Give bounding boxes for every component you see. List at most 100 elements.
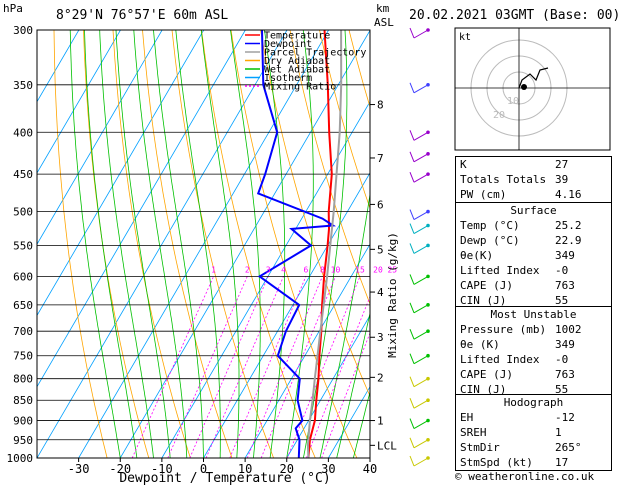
mixing-ratio-label: 15 [355,265,365,274]
wind-barb-flag [409,27,415,39]
isotherm-line [119,30,370,458]
hodo-row: StmDir 265° [460,441,582,454]
wind-barb-staff [413,355,429,365]
pressure-tick-label: 350 [13,79,33,92]
datetime-title: 20.02.2021 03GMT (Base: 00) [409,8,621,23]
pressure-tick-label: 1000 [7,452,34,465]
temperature-axis: -30 -20 -10 0 10 20 30 40 [68,458,377,476]
surface-row: θe(K) 349 [460,249,575,262]
pressure-tick-label: 750 [13,350,33,363]
mixing-ratio-label: 6 [303,265,308,274]
isotherm-line [78,30,329,458]
mu-row: Pressure (mb) 1002 [460,323,582,336]
dry-adiabat-line [319,30,370,210]
wind-barb-point [426,353,430,358]
wind-barb-point [426,456,430,460]
most-unstable-title: Most Unstable [490,308,577,321]
indices-table: K 27 Totals Totals 39 PW (cm) 4.16 [455,156,612,203]
temp-tick-label: 0 [200,462,207,476]
wind-barb-point [426,376,430,381]
dry-adiabat-line [142,30,233,458]
isotherm-line [37,30,121,174]
temp-tick-label: 30 [321,462,335,476]
legend-label: Mixing Ratio [264,82,336,93]
pressure-tick-label: 400 [13,126,33,139]
wind-barb-staff [413,173,429,183]
most-unstable-table: Most Unstable Pressure (mb) 1002 θe (K) 34… [455,306,612,398]
wind-barb-staff [413,420,429,429]
index-row: K 27 [460,158,569,171]
mixing-ratio-line [205,276,284,458]
hodograph-title: Hodograph [503,396,564,409]
pressure-tick-label: 600 [13,270,33,283]
wind-barb-staff [413,330,429,340]
mixing-ratio-line [167,276,248,458]
mu-row: Lifted Index -0 [460,353,569,366]
wind-barb-staff [413,245,429,254]
surface-row: Temp (°C) 25.2 [460,219,582,232]
mixing-ratio-label: 1 [211,265,216,274]
wind-barb-staff [413,275,429,285]
hodograph-ring-label: 10 [507,96,519,107]
wind-barb-staff [413,378,429,388]
hodograph-trace [518,67,549,89]
legend-label: Dry Adiabat [264,56,330,67]
series-parcel-trajectory [306,30,343,458]
wind-barb-point [426,130,430,135]
pressure-tick-label: 850 [13,394,33,407]
pressure-tick-label: 650 [13,299,33,312]
hodograph-frame [454,27,611,151]
mixing-ratio-label: 2 [245,265,250,274]
mixing-ratio-line [246,276,323,458]
wind-barb-staff [413,153,429,163]
pressure-tick-label: 500 [13,206,33,219]
wet-adiabat-line [352,390,370,458]
isotherm-line [37,30,80,103]
mixing-ratio-label: 8 [320,265,325,274]
mixing-ratio-label: 3 [266,265,271,274]
wind-barb-point [426,82,430,87]
wet-adiabat-line [175,30,221,458]
asl-unit-label: ASL [374,16,394,29]
mixing-ratio-label: 4 [281,265,286,274]
hodo-row: EH -12 [460,411,575,424]
wind-barb-staff [413,457,429,467]
wind-barbs [409,27,430,467]
wind-barb-flag [409,437,415,448]
mixing-ratio-line [189,276,269,458]
wind-barb-flag [409,329,415,340]
wind-barb-flag [409,243,415,254]
wet-adiabat-line [336,311,370,458]
temp-tick-label: -30 [68,462,90,476]
surface-row: CAPE (J) 763 [460,279,575,292]
hpa-unit-label: hPa [3,2,23,15]
mixing-ratio-axis-label: Mixing Ratio (g/kg) [386,232,399,358]
legend-label: Parcel Trajectory [264,48,366,59]
wind-barb-flag [409,274,415,285]
surface-title: Surface [510,204,557,217]
height-tick-label: 3 [377,331,384,344]
legend-label: Isotherm [264,73,312,84]
wind-barb-point [426,28,430,32]
isotherm-line [37,30,205,317]
hodo-row: SREH 1 [460,426,562,439]
mixing-ratio-line [321,331,370,458]
temp-tick-label: 20 [280,462,294,476]
x-axis-label: Dewpoint / Temperature (°C) [119,471,330,486]
mixing-ratio-line [131,276,214,458]
mu-row: CAPE (J) 763 [460,368,575,381]
isotherm-line [244,243,370,458]
legend-label: Dewpoint [264,39,312,50]
height-tick-label: LCL [377,439,397,452]
hodograph-unit: kt [459,32,471,43]
location-title: 8°29'N 76°57'E 60m ASL [56,8,229,23]
km-unit-label: km [376,2,390,15]
index-row: PW (cm) 4.16 [460,188,582,201]
height-tick-label: 6 [377,198,384,211]
mixing-ratio-label: 25 [387,265,397,274]
wind-barb-point [426,437,430,442]
mixing-ratio-labels: 1 2 3 4 6 8 10 15 20 25 [211,265,397,274]
wind-barb-point [426,303,430,307]
wind-barb-staff [413,131,429,141]
